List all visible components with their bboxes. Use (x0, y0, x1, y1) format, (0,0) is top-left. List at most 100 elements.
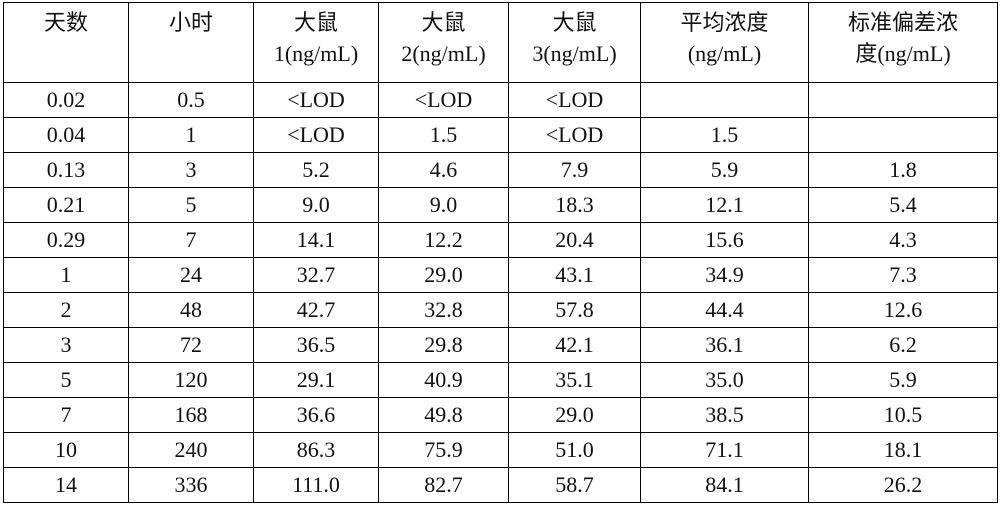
table-cell: 20.4 (509, 223, 641, 258)
table-cell: <LOD (379, 83, 509, 118)
table-body: 0.020.5<LOD<LOD<LOD0.041<LOD1.5<LOD1.50.… (4, 83, 998, 503)
data-table: 天数小时大鼠1(ng/mL)大鼠2(ng/mL)大鼠3(ng/mL)平均浓度(n… (3, 2, 998, 503)
table-cell: 6.2 (809, 328, 998, 363)
header-cell: 标准偏差浓度(ng/mL) (809, 3, 998, 83)
table-cell: 1.8 (809, 153, 998, 188)
table-cell: 34.9 (641, 258, 809, 293)
table-cell: 0.02 (4, 83, 129, 118)
table-cell: <LOD (509, 118, 641, 153)
table-cell: 10 (4, 433, 129, 468)
table-cell: 0.5 (129, 83, 254, 118)
table-cell: 42.7 (254, 293, 379, 328)
header-line: 平均浓度 (641, 7, 808, 38)
header-line: 大鼠 (379, 7, 508, 38)
table-row: 12432.729.043.134.97.3 (4, 258, 998, 293)
table-cell: 36.1 (641, 328, 809, 363)
table-cell: 7.3 (809, 258, 998, 293)
table-cell: 42.1 (509, 328, 641, 363)
table-row: 24842.732.857.844.412.6 (4, 293, 998, 328)
table-cell: 14 (4, 468, 129, 503)
table-cell: 32.7 (254, 258, 379, 293)
table-cell: 240 (129, 433, 254, 468)
table-cell: 40.9 (379, 363, 509, 398)
table-cell: <LOD (254, 83, 379, 118)
table-cell: 48 (129, 293, 254, 328)
table-cell: 49.8 (379, 398, 509, 433)
table-cell: 336 (129, 468, 254, 503)
table-cell: 1 (129, 118, 254, 153)
header-cell: 大鼠3(ng/mL) (509, 3, 641, 83)
table-cell: 0.29 (4, 223, 129, 258)
header-cell: 大鼠1(ng/mL) (254, 3, 379, 83)
table-cell: 7.9 (509, 153, 641, 188)
header-line: 1(ng/mL) (254, 38, 378, 69)
header-line: 2(ng/mL) (379, 38, 508, 69)
table-cell: 0.21 (4, 188, 129, 223)
table-cell: 5 (129, 188, 254, 223)
header-line: 大鼠 (254, 7, 378, 38)
table-cell: 5.9 (809, 363, 998, 398)
table-row: 512029.140.935.135.05.9 (4, 363, 998, 398)
table-cell: 3 (4, 328, 129, 363)
table-row: 0.041<LOD1.5<LOD1.5 (4, 118, 998, 153)
table-cell: 1.5 (641, 118, 809, 153)
table-cell: 7 (129, 223, 254, 258)
table-cell (809, 118, 998, 153)
table-cell: 9.0 (379, 188, 509, 223)
header-cell: 平均浓度(ng/mL) (641, 3, 809, 83)
header-cell: 天数 (4, 3, 129, 83)
table-cell: <LOD (254, 118, 379, 153)
header-row: 天数小时大鼠1(ng/mL)大鼠2(ng/mL)大鼠3(ng/mL)平均浓度(n… (4, 3, 998, 83)
table-cell: 86.3 (254, 433, 379, 468)
header-line: (ng/mL) (641, 38, 808, 69)
table-cell: 0.13 (4, 153, 129, 188)
table-cell: 0.04 (4, 118, 129, 153)
table-row: 0.020.5<LOD<LOD<LOD (4, 83, 998, 118)
table-row: 0.29714.112.220.415.64.3 (4, 223, 998, 258)
table-cell: 29.0 (509, 398, 641, 433)
table-cell: 2 (4, 293, 129, 328)
table-cell: 12.1 (641, 188, 809, 223)
table-cell: 43.1 (509, 258, 641, 293)
header-line: 度(ng/mL) (809, 38, 997, 69)
table-cell: 57.8 (509, 293, 641, 328)
table-cell: 1 (4, 258, 129, 293)
header-line: 3(ng/mL) (509, 38, 640, 69)
table-cell (809, 83, 998, 118)
table-cell: 36.6 (254, 398, 379, 433)
table-cell: 3 (129, 153, 254, 188)
table-cell: 9.0 (254, 188, 379, 223)
table-cell: 24 (129, 258, 254, 293)
table-cell: 44.4 (641, 293, 809, 328)
header-line: 标准偏差浓 (809, 7, 997, 38)
table-row: 1024086.375.951.071.118.1 (4, 433, 998, 468)
table-cell: 120 (129, 363, 254, 398)
table-cell: 58.7 (509, 468, 641, 503)
table-cell: 75.9 (379, 433, 509, 468)
table-cell: 29.1 (254, 363, 379, 398)
table-cell: 111.0 (254, 468, 379, 503)
table-cell: 14.1 (254, 223, 379, 258)
table-cell: 5 (4, 363, 129, 398)
header-cell: 大鼠2(ng/mL) (379, 3, 509, 83)
table-cell: 51.0 (509, 433, 641, 468)
table-cell: 168 (129, 398, 254, 433)
table-row: 37236.529.842.136.16.2 (4, 328, 998, 363)
table-cell: 71.1 (641, 433, 809, 468)
table-cell: 4.6 (379, 153, 509, 188)
table-cell: 84.1 (641, 468, 809, 503)
table-cell: 26.2 (809, 468, 998, 503)
table-cell: 12.6 (809, 293, 998, 328)
table-cell: 18.3 (509, 188, 641, 223)
table-cell: 29.8 (379, 328, 509, 363)
table-cell: 32.8 (379, 293, 509, 328)
table-cell: 82.7 (379, 468, 509, 503)
table-row: 716836.649.829.038.510.5 (4, 398, 998, 433)
table-cell: 1.5 (379, 118, 509, 153)
table-cell: 7 (4, 398, 129, 433)
table-cell: 12.2 (379, 223, 509, 258)
table-cell: 5.2 (254, 153, 379, 188)
table-cell (641, 83, 809, 118)
table-row: 14336111.082.758.784.126.2 (4, 468, 998, 503)
